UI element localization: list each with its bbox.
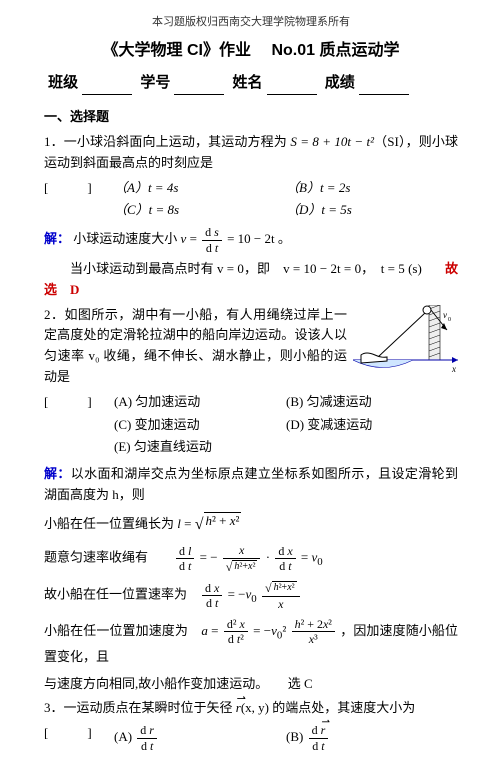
q2-sol-line4: 故小船在任一位置速率为 d xd t = −v0 √h²+x²x	[44, 580, 458, 611]
name-label: 姓名	[233, 74, 263, 91]
class-label: 班级	[48, 74, 78, 91]
q2-stem: 2．如图所示，湖中有一小船，有人用绳绕过岸上一定高度处的定滑轮拉湖中的船向岸边运…	[44, 307, 347, 384]
q1-optD: （D）t = 5s	[286, 200, 458, 221]
q2-optB: (B) 匀减速运动	[286, 392, 458, 413]
q3-optA: (A) d rd t	[114, 723, 286, 753]
q2-options: [ ] (A) 匀加速运动 (B) 匀减速运动 (C) 变加速运动 (D) 变减…	[44, 392, 458, 458]
section-heading: 一、选择题	[44, 107, 458, 128]
q2-sol-line1: 解：以水面和湖岸交点为坐标原点建立坐标系如图所示，且设定滑轮到湖面高度为 h，则	[44, 464, 458, 506]
q1-options: [ ] （A）t = 4s （B）t = 2s （C）t = 8s （D）t =…	[44, 178, 458, 222]
q1-solution-line2: 当小球运动到最高点时有 v = 0，即 v = 10 − 2t = 0， t =…	[44, 259, 458, 301]
q2-optA: (A) 匀加速运动	[114, 392, 286, 413]
solution-label: 解：	[44, 231, 70, 246]
q2-optC: (C) 变加速运动	[114, 415, 286, 436]
name-blank	[267, 80, 317, 95]
title-main: 《大学物理 CI》作业	[103, 42, 251, 59]
q3-optB: (B) d rd t	[286, 723, 458, 753]
sqrt-1: √h² + x²	[195, 512, 242, 538]
q2-sol-line3: 题意匀速率收绳有 d ld t = − x√h²+x² · d xd t = v…	[44, 543, 458, 574]
score-blank	[359, 80, 409, 95]
svg-text:x: x	[451, 364, 456, 374]
q2-sol-line6: 与速度方向相同,故小船作变加速运动。 选 C	[44, 674, 458, 695]
q1-sol2: 当小球运动到最高点时有 v = 0，即 v = 10 − 2t = 0， t =…	[70, 261, 422, 276]
q2-optE: (E) 匀速直线运动	[114, 437, 286, 458]
score-label: 成绩	[325, 74, 355, 91]
q1-stem: 1．一小球沿斜面向上运动，其运动方程为	[44, 134, 290, 149]
q2-bracket: [ ]	[44, 392, 114, 413]
q2-sol-line5: 小船在任一位置加速度为 a = d² xd t² = −v0² h² + 2x²…	[44, 617, 458, 668]
q1-optC: （C）t = 8s	[114, 200, 286, 221]
q3-bracket: [ ]	[44, 723, 114, 753]
q2-sol2a: 小船在任一位置绳长为	[44, 516, 177, 531]
class-blank	[82, 80, 132, 95]
q1-frac: d sd t	[202, 225, 222, 255]
svg-text:0: 0	[448, 317, 451, 323]
copyright-text: 本习题版权归西南交大理学院物理系所有	[44, 14, 458, 32]
q2-sol4a: 故小船在任一位置速率为	[44, 587, 187, 602]
svg-text:v: v	[443, 310, 447, 320]
title-sub: No.01 质点运动学	[271, 42, 399, 59]
q2-sol1: 以水面和湖岸交点为坐标原点建立坐标系如图所示，且设定滑轮到湖面高度为 h，则	[44, 466, 458, 502]
q1-text: 1．一小球沿斜面向上运动，其运动方程为 S = 8 + 10t − t²（SI）…	[44, 132, 458, 174]
q1-equation: S = 8 + 10t − t²	[290, 134, 374, 149]
pulley-diagram: v 0 x	[353, 305, 458, 380]
vector-r: r	[236, 698, 241, 719]
q2-sol3a: 题意匀速率收绳有	[44, 550, 148, 565]
q1-optA: （A）t = 4s	[114, 178, 286, 199]
q2-block: v 0 x 2．如图所示，湖中有一小船，有人用绳绕过岸上一定高度处的定滑轮拉湖中…	[44, 305, 458, 388]
q2-sol-line2: 小船在任一位置绳长为 l = √h² + x²	[44, 512, 458, 538]
q1-bracket: [ ]	[44, 178, 114, 199]
solution-label-2: 解：	[44, 466, 71, 481]
q1-sol1b: = 10 − 2t 。	[227, 231, 291, 246]
q1-optB: （B）t = 2s	[286, 178, 458, 199]
q2-sol5a: 小船在任一位置加速度为	[44, 623, 188, 638]
q3-options: [ ] (A) d rd t (B) d rd t	[44, 723, 458, 753]
page-title: 《大学物理 CI》作业 No.01 质点运动学	[44, 38, 458, 64]
id-blank	[174, 80, 224, 95]
q3-text: 3．一运动质点在某瞬时位于矢径 r(x, y) 的端点处，其速度大小为	[44, 698, 458, 719]
q2-optD: (D) 变减速运动	[286, 415, 458, 436]
q1-sol1a: 小球运动速度大小	[73, 231, 180, 246]
q1-solution-line1: 解： 小球运动速度大小 v = d sd t = 10 − 2t 。	[44, 225, 458, 255]
info-row: 班级 学号 姓名 成绩	[44, 71, 458, 95]
id-label: 学号	[140, 74, 170, 91]
